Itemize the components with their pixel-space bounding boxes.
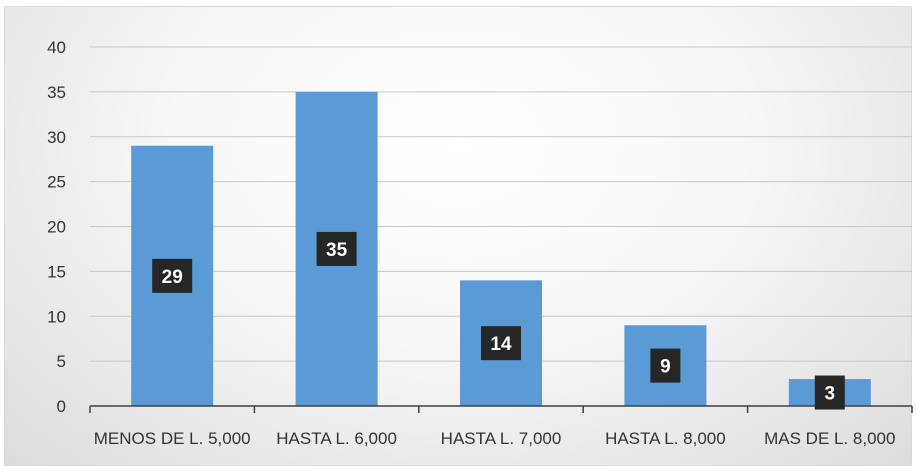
y-tick-label: 30 (47, 128, 66, 147)
y-tick-label: 5 (57, 352, 66, 371)
y-tick-label: 25 (47, 173, 66, 192)
y-tick-label: 15 (47, 262, 66, 281)
data-label: 14 (490, 334, 512, 355)
y-tick-label: 20 (47, 218, 66, 237)
data-label-box (814, 375, 845, 410)
data-label-box (152, 258, 193, 293)
data-label-box (650, 348, 681, 383)
y-tick-label: 0 (57, 397, 66, 416)
x-category-label: MAS DE L. 8,000 (764, 429, 895, 448)
x-category-label: MENOS DE L. 5,000 (94, 429, 251, 448)
x-category-label: HASTA L. 6,000 (276, 429, 397, 448)
data-label-box (316, 231, 357, 266)
x-category-label: HASTA L. 8,000 (605, 429, 726, 448)
data-label-box (481, 326, 521, 361)
data-label: 9 (660, 357, 671, 378)
x-category-label: HASTA L. 7,000 (441, 429, 562, 448)
data-label: 35 (326, 240, 348, 261)
y-tick-label: 35 (47, 83, 66, 102)
data-label: 3 (825, 384, 836, 405)
y-tick-label: 10 (47, 307, 66, 326)
data-label: 29 (162, 267, 183, 288)
y-tick-label: 40 (47, 38, 66, 57)
